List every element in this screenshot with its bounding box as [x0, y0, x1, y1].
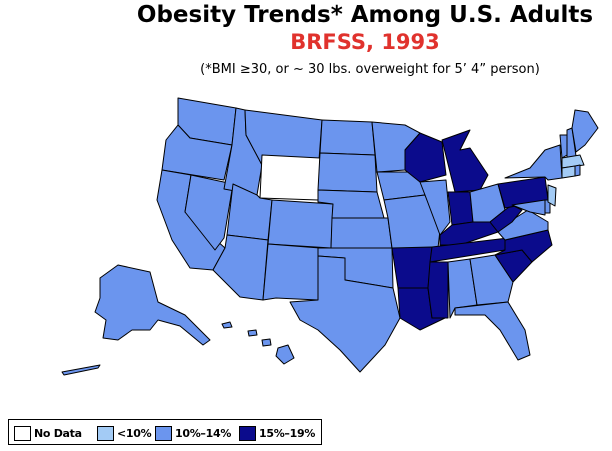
- legend-label-no-data: No Data: [34, 426, 82, 440]
- bmi-note: (*BMI ≥30, or ~ 30 lbs. overweight for 5…: [200, 62, 540, 77]
- legend-swatch-no-data: [14, 425, 31, 441]
- legend-swatch-10-14: [155, 425, 172, 441]
- state-SD: [317, 152, 378, 193]
- state-IL: [419, 179, 451, 236]
- legend-item-15-19: 15%–19%: [239, 424, 315, 442]
- state-NJ: [547, 184, 557, 207]
- state-KS: [330, 217, 393, 249]
- legend: No Data <10% 10%–14% 15%–19%: [8, 419, 322, 445]
- state-CT: [561, 165, 576, 179]
- state-AR: [391, 246, 433, 289]
- legend-label-lt10: <10%: [117, 426, 152, 440]
- state-HI: [221, 321, 295, 365]
- legend-swatch-lt10: [97, 425, 114, 441]
- state-GA: [469, 254, 514, 306]
- state-MI: [441, 129, 489, 193]
- state-NC: [494, 229, 553, 263]
- map-subtitle: BRFSS, 1993: [290, 30, 440, 54]
- state-ND: [319, 119, 376, 156]
- state-OR: [161, 124, 233, 181]
- state-AK-islands: [61, 364, 101, 376]
- state-RI: [574, 164, 581, 177]
- state-TX: [289, 255, 401, 373]
- state-AK: [94, 264, 211, 346]
- legend-item-10-14: 10%–14%: [155, 424, 231, 442]
- legend-label-15-19: 15%–19%: [259, 426, 316, 440]
- map-title: Obesity Trends* Among U.S. Adults: [136, 2, 594, 28]
- state-AZ: [212, 234, 269, 301]
- state-NM: [262, 243, 321, 301]
- state-WY: [259, 154, 321, 201]
- state-NY: [504, 144, 563, 181]
- legend-swatch-15-19: [239, 425, 256, 441]
- state-FL: [454, 301, 531, 361]
- legend-item-lt10: <10%: [97, 424, 152, 442]
- state-MS: [427, 261, 449, 319]
- state-ME: [571, 109, 599, 153]
- state-MA: [561, 154, 585, 169]
- state-IN: [447, 191, 474, 226]
- state-WI: [404, 132, 447, 183]
- state-CO: [267, 199, 334, 249]
- state-WV: [489, 204, 523, 233]
- legend-item-no-data: No Data: [14, 424, 82, 442]
- state-MD: [511, 199, 546, 216]
- legend-label-10-14: 10%–14%: [175, 426, 232, 440]
